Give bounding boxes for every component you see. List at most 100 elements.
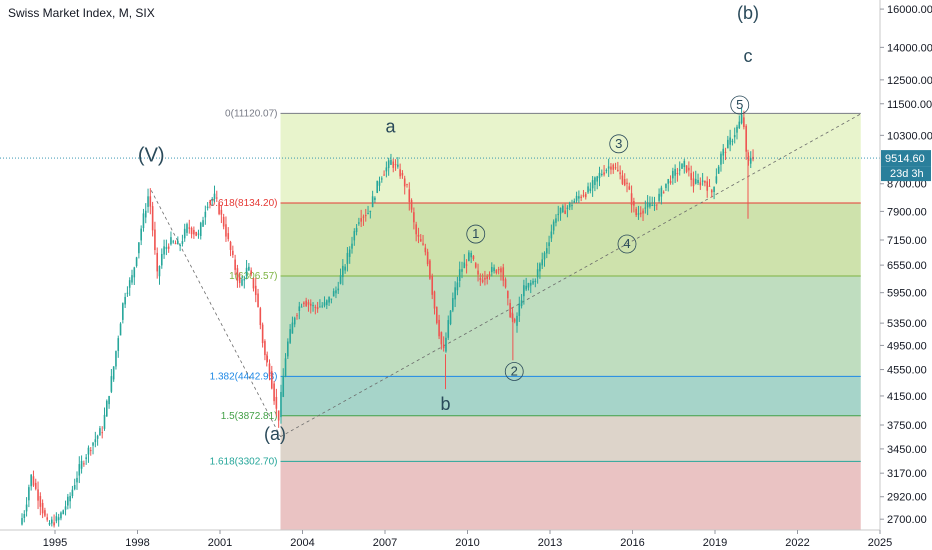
y-tick-label: 4550.00 (887, 365, 927, 377)
candle-body (545, 248, 548, 254)
candle-body (628, 186, 631, 190)
candle-body (96, 435, 99, 439)
candle-body (149, 196, 152, 207)
fib-level-label: 1.5(3872.81) (221, 411, 278, 422)
candle-body (438, 319, 440, 337)
candle-body (490, 267, 493, 273)
candle-body (225, 224, 227, 237)
candle-body (507, 291, 509, 299)
candle-body (582, 195, 585, 197)
candle-body (603, 172, 605, 175)
wave-circle (466, 224, 486, 244)
candle-body (429, 260, 431, 279)
candle-body (536, 269, 539, 278)
candle-body (571, 205, 573, 207)
candle-body (41, 503, 44, 514)
candle-body (655, 204, 658, 206)
candle-body (431, 276, 434, 295)
candle-body (312, 305, 314, 307)
candle-body (232, 250, 234, 255)
candle-body (562, 205, 564, 213)
candle-body (241, 279, 243, 286)
candle-body (316, 307, 319, 310)
candle-body (387, 160, 390, 169)
candle-body (672, 170, 674, 179)
y-tick-label: 11500.00 (887, 99, 932, 111)
fib-zone (280, 203, 861, 276)
candle-body (21, 518, 23, 525)
candle-body (727, 139, 729, 149)
candle-body (635, 208, 637, 216)
candle-body (433, 291, 436, 309)
candle-body (80, 460, 83, 469)
fib-level-label: 1.382(4442.93) (210, 371, 278, 382)
candle-body (406, 183, 408, 185)
candle-body (142, 213, 145, 229)
candle-body (697, 179, 699, 184)
candle-body (110, 376, 113, 392)
fib-zones (280, 113, 861, 530)
candle-body (206, 206, 209, 209)
candle-body (419, 239, 422, 242)
candle-body (140, 228, 142, 241)
x-tick-label: 2010 (455, 537, 479, 549)
candle-body (193, 229, 195, 235)
x-tick-label: 2004 (290, 537, 314, 549)
candle-body (738, 121, 741, 129)
candle-body (199, 222, 202, 237)
y-tick-label: 10300.00 (887, 130, 932, 142)
candle-body (699, 182, 702, 186)
candle-body (197, 233, 200, 235)
candle-body (500, 268, 502, 273)
candles (0, 108, 880, 528)
candle-body (209, 201, 211, 203)
trendline (280, 113, 861, 438)
candle-body (215, 197, 218, 199)
candle-body (280, 391, 282, 418)
candle-body (557, 213, 560, 216)
candle-body (488, 274, 491, 276)
candle-body (314, 306, 317, 308)
candle-body (342, 265, 344, 278)
y-tick-label: 3450.00 (887, 444, 927, 456)
candle-body (87, 447, 90, 455)
fib-zone (280, 275, 861, 377)
candle-body (32, 476, 35, 486)
candle-body (509, 302, 511, 318)
candle-body (623, 179, 626, 186)
candle-body (516, 315, 518, 326)
candle-body (374, 197, 376, 201)
candle-body (408, 189, 411, 202)
candle-body (665, 183, 667, 189)
candle-body (325, 300, 328, 306)
candle-body (651, 205, 654, 207)
candle-body (351, 243, 353, 249)
candle-body (527, 283, 530, 288)
candle-body (385, 167, 388, 172)
x-axis: 1995 1998 2001 2004 2007 2010 2013 2016 2019 2022… (0, 529, 932, 550)
candle-body (254, 285, 257, 296)
candle-body (681, 163, 683, 169)
candle-body (543, 252, 546, 260)
candle-body (454, 287, 456, 300)
candle-body (202, 220, 204, 227)
x-tick-label: 2001 (208, 537, 232, 549)
y-tick-label: 8700.00 (887, 179, 927, 191)
candle-body (637, 213, 640, 215)
candle-body (236, 268, 239, 281)
candle-body (76, 477, 78, 483)
candle-body (722, 148, 725, 156)
candle-body (630, 193, 633, 206)
candle-body (177, 240, 179, 245)
price-tag-value: 9514.60 (885, 153, 925, 165)
candle-body (706, 181, 709, 191)
candle-body (360, 218, 362, 222)
candle-body (678, 169, 681, 171)
candle-body (99, 428, 101, 436)
countdown-box (881, 166, 931, 182)
y-tick-label: 3170.00 (887, 468, 927, 480)
candle-body (57, 517, 60, 521)
candle-body (717, 166, 720, 174)
candle-body (383, 174, 385, 176)
